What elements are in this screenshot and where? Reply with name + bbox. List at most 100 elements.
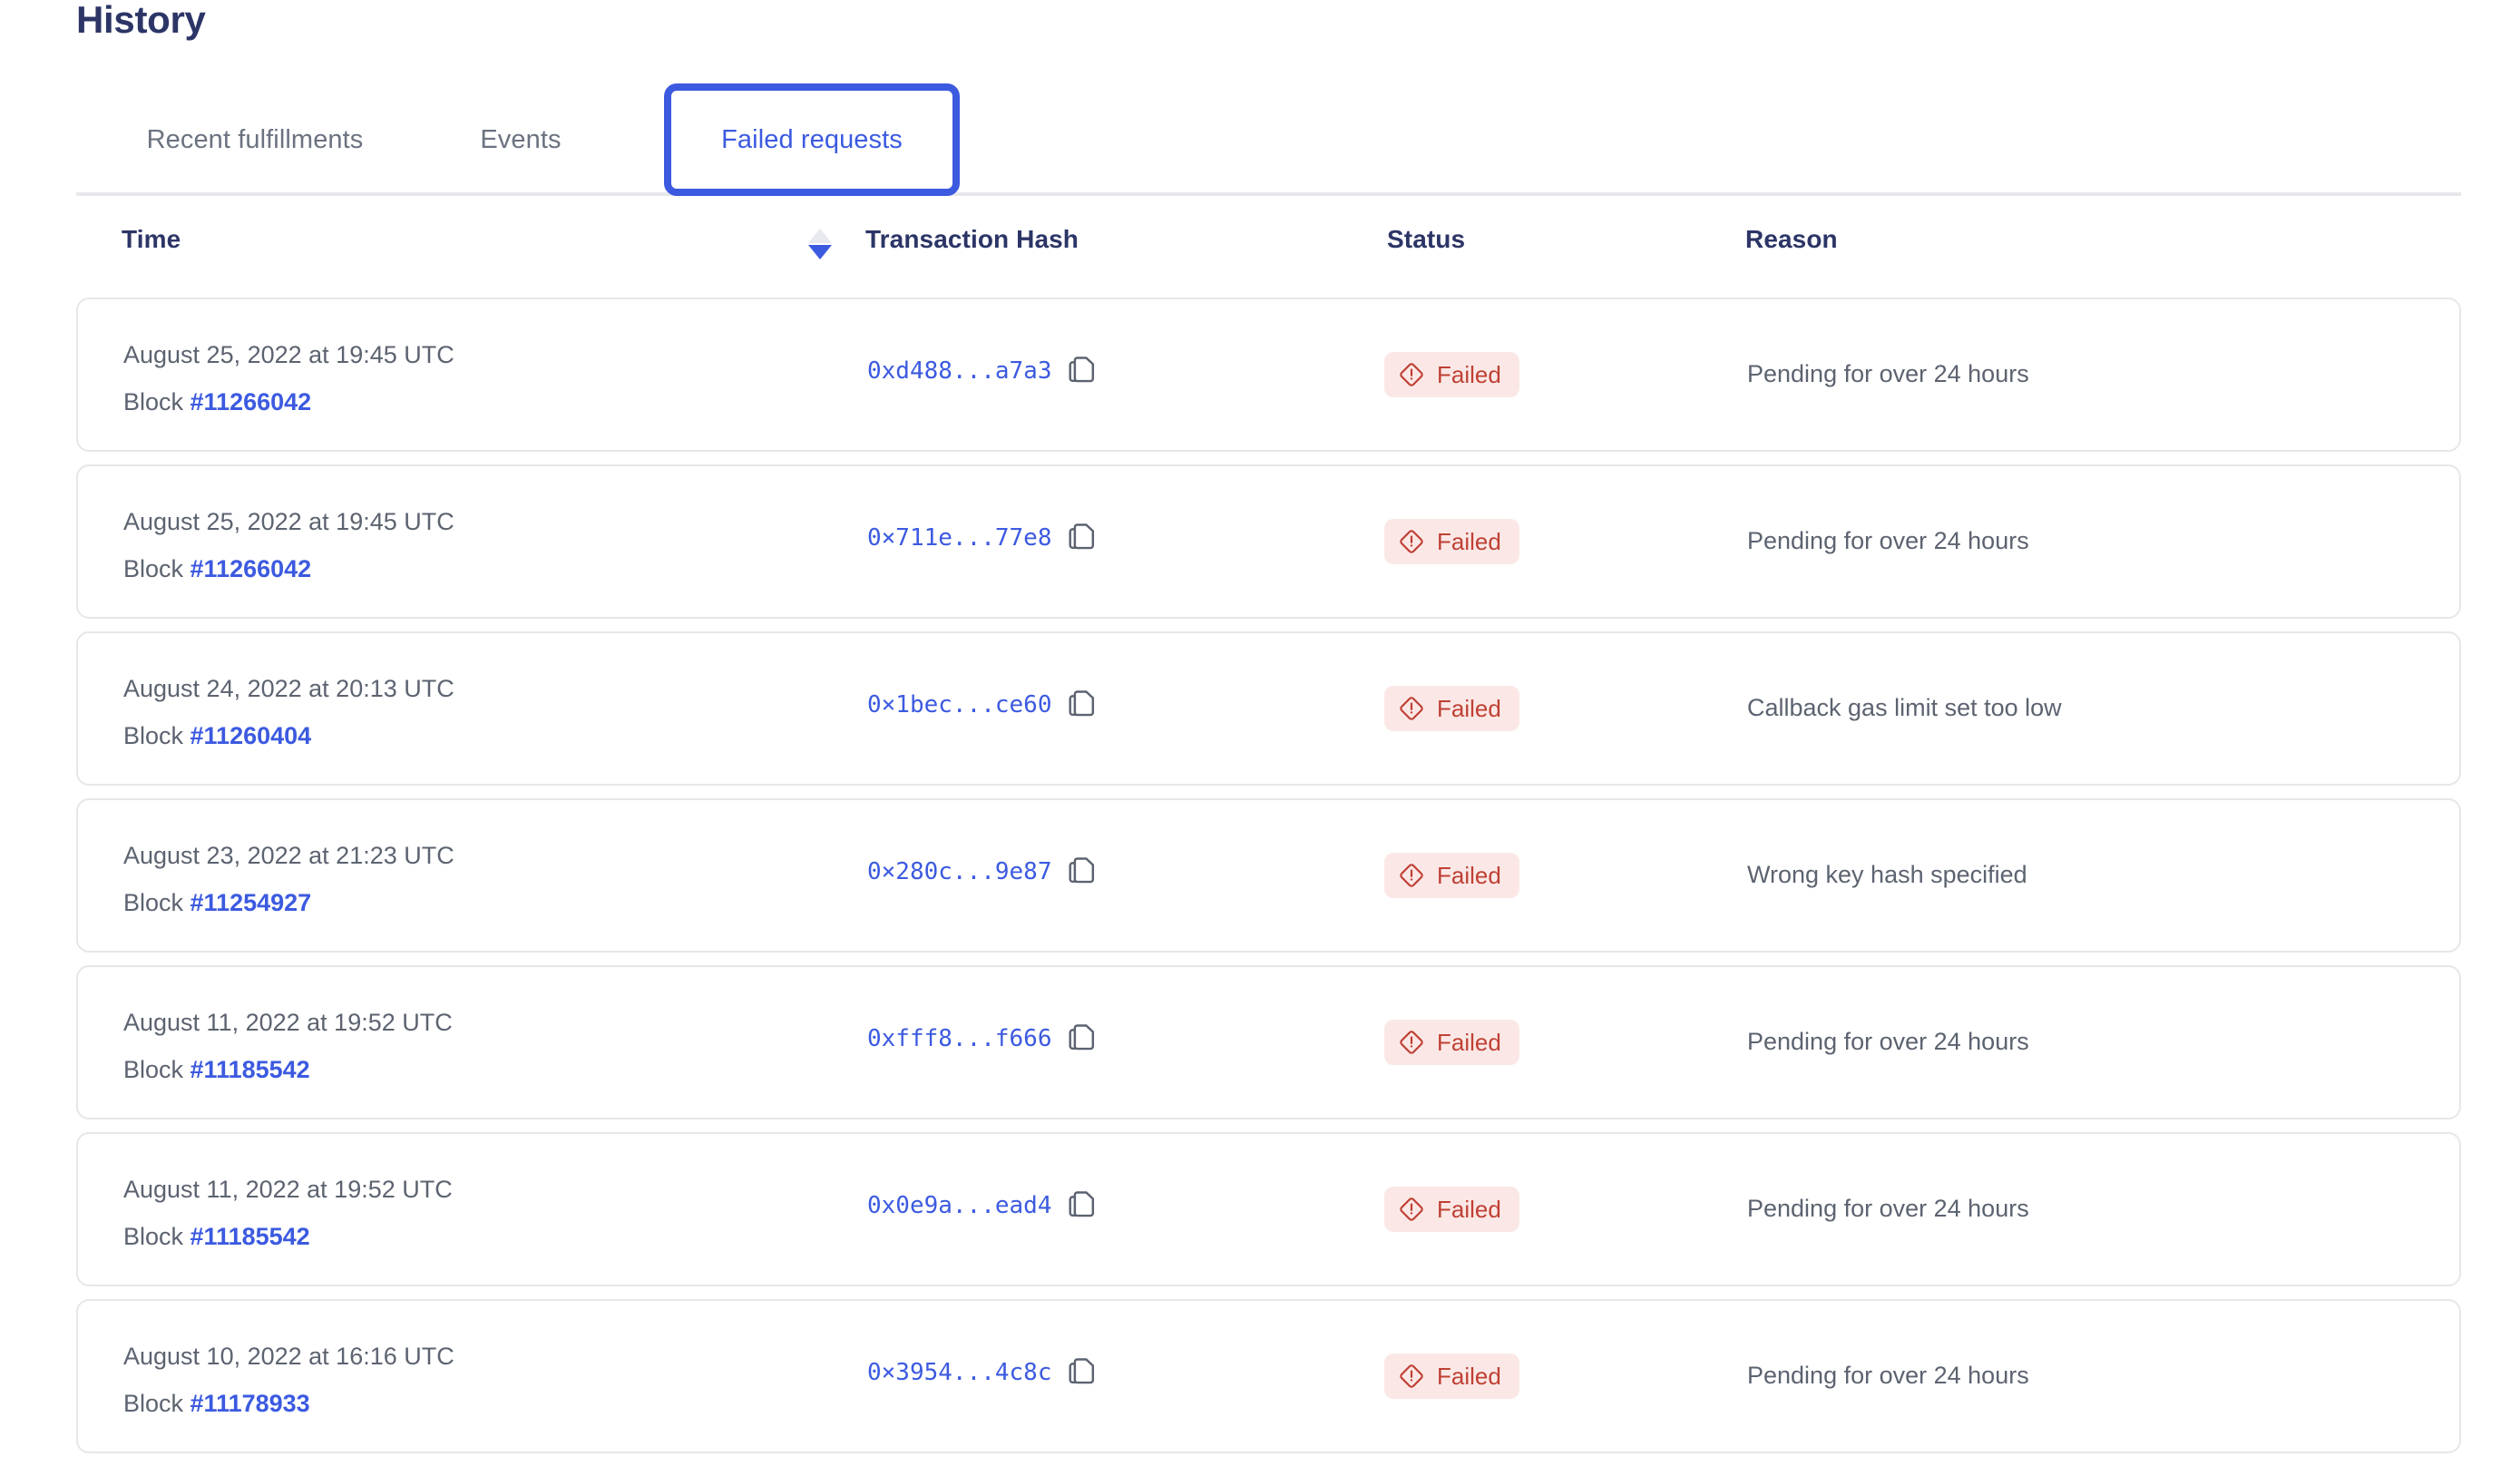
cell-reason: Callback gas limit set too low [1747,694,2062,721]
cell-status: Failed [1384,1020,1519,1065]
status-badge: Failed [1384,686,1519,731]
copy-icon[interactable] [1068,1024,1096,1053]
block-number-link[interactable]: #11266042 [190,555,312,582]
tab-bar: Recent fulfillments Events Failed reques… [76,83,2461,196]
block-label: Block [123,555,190,582]
column-header-status: Status [1387,225,1466,253]
table-row[interactable]: August 25, 2022 at 19:45 UTC Block #1126… [76,464,2461,619]
row-timestamp: August 25, 2022 at 19:45 UTC [123,508,454,535]
block-label: Block [123,722,190,749]
transaction-hash-link[interactable]: 0xd488...a7a3 [867,357,1052,385]
cell-status: Failed [1384,1187,1519,1232]
tab-events[interactable]: Events [480,124,562,154]
alert-diamond-icon [1399,1363,1424,1389]
column-header-time[interactable]: Time [122,225,181,253]
block-number-link[interactable]: #11254927 [190,889,312,916]
transaction-hash-link[interactable]: 0xfff8...f666 [867,1025,1052,1052]
cell-transaction-hash: 0xd488...a7a3 [867,357,1096,386]
alert-diamond-icon [1399,529,1424,554]
block-number-link[interactable]: #11178933 [190,1390,310,1417]
sort-ascending-triangle-icon [808,229,832,243]
row-block: Block #11185542 [123,1052,453,1087]
row-timestamp: August 10, 2022 at 16:16 UTC [123,1343,454,1370]
table-header: Time Transaction Hash Status Reason [76,225,2461,281]
cell-transaction-hash: 0xfff8...f666 [867,1024,1096,1053]
cell-status: Failed [1384,352,1519,397]
table-row[interactable]: August 11, 2022 at 19:52 UTC Block #1118… [76,1132,2461,1286]
transaction-hash-link[interactable]: 0×3954...4c8c [867,1359,1052,1386]
cell-transaction-hash: 0×711e...77e8 [867,523,1096,552]
row-block: Block #11266042 [123,385,454,419]
alert-diamond-icon [1399,1197,1424,1222]
row-block: Block #11185542 [123,1219,453,1254]
status-badge-label: Failed [1437,360,1501,388]
cell-reason: Pending for over 24 hours [1747,527,2029,554]
cell-reason: Wrong key hash specified [1747,861,2027,888]
status-badge-label: Failed [1437,1362,1501,1390]
sort-descending-triangle-icon [808,245,832,259]
column-header-reason: Reason [1745,225,1838,253]
transaction-hash-link[interactable]: 0×1bec...ce60 [867,691,1052,718]
cell-transaction-hash: 0×3954...4c8c [867,1358,1096,1387]
cell-transaction-hash: 0×280c...9e87 [867,857,1096,886]
status-badge: Failed [1384,519,1519,564]
status-badge-label: Failed [1437,861,1501,889]
status-badge-label: Failed [1437,1195,1501,1223]
table-row[interactable]: August 11, 2022 at 19:52 UTC Block #1118… [76,965,2461,1119]
row-timestamp: August 11, 2022 at 19:52 UTC [123,1009,453,1036]
table-row[interactable]: August 25, 2022 at 19:45 UTC Block #1126… [76,298,2461,452]
copy-icon[interactable] [1068,690,1096,719]
cell-time: August 10, 2022 at 16:16 UTC Block #1117… [123,1339,454,1421]
row-block: Block #11266042 [123,552,454,586]
cell-reason: Pending for over 24 hours [1747,1028,2029,1055]
tab-bar-underline [76,192,2461,196]
block-number-link[interactable]: #11260404 [190,722,312,749]
tab-failed-requests[interactable]: Failed requests [664,83,960,196]
cell-reason: Pending for over 24 hours [1747,1195,2029,1222]
block-label: Block [123,889,190,916]
block-number-link[interactable]: #11185542 [190,1223,310,1250]
alert-diamond-icon [1399,1030,1424,1055]
transaction-hash-link[interactable]: 0x0e9a...ead4 [867,1192,1052,1219]
cell-transaction-hash: 0x0e9a...ead4 [867,1191,1096,1220]
block-label: Block [123,388,190,415]
cell-time: August 25, 2022 at 19:45 UTC Block #1126… [123,337,454,419]
transaction-hash-link[interactable]: 0×711e...77e8 [867,524,1052,552]
row-timestamp: August 24, 2022 at 20:13 UTC [123,675,454,702]
block-label: Block [123,1390,190,1417]
table-row[interactable]: August 10, 2022 at 16:16 UTC Block #1117… [76,1299,2461,1453]
status-badge: Failed [1384,352,1519,397]
column-header-transaction-hash: Transaction Hash [865,225,1079,253]
table-row[interactable]: August 23, 2022 at 21:23 UTC Block #1125… [76,798,2461,953]
cell-time: August 11, 2022 at 19:52 UTC Block #1118… [123,1005,453,1087]
row-block: Block #11178933 [123,1386,454,1421]
row-timestamp: August 25, 2022 at 19:45 UTC [123,341,454,368]
cell-time: August 11, 2022 at 19:52 UTC Block #1118… [123,1172,453,1254]
sort-toggle-time[interactable] [802,221,838,267]
status-badge: Failed [1384,1020,1519,1065]
cell-transaction-hash: 0×1bec...ce60 [867,690,1096,719]
table-row[interactable]: August 24, 2022 at 20:13 UTC Block #1126… [76,631,2461,786]
block-label: Block [123,1056,190,1083]
copy-icon[interactable] [1068,523,1096,552]
cell-time: August 25, 2022 at 19:45 UTC Block #1126… [123,504,454,586]
block-number-link[interactable]: #11266042 [190,388,312,415]
status-badge-label: Failed [1437,527,1501,555]
copy-icon[interactable] [1068,357,1096,386]
copy-icon[interactable] [1068,857,1096,886]
alert-diamond-icon [1399,863,1424,888]
tab-recent-fulfillments[interactable]: Recent fulfillments [146,124,364,154]
copy-icon[interactable] [1068,1191,1096,1220]
copy-icon[interactable] [1068,1358,1096,1387]
table-body: August 25, 2022 at 19:45 UTC Block #1126… [76,298,2461,1466]
status-badge: Failed [1384,853,1519,898]
status-badge: Failed [1384,1187,1519,1232]
alert-diamond-icon [1399,362,1424,387]
cell-reason: Pending for over 24 hours [1747,360,2029,387]
transaction-hash-link[interactable]: 0×280c...9e87 [867,858,1052,885]
cell-time: August 24, 2022 at 20:13 UTC Block #1126… [123,671,454,753]
block-number-link[interactable]: #11185542 [190,1056,310,1083]
row-block: Block #11254927 [123,885,454,920]
status-badge-label: Failed [1437,694,1501,722]
